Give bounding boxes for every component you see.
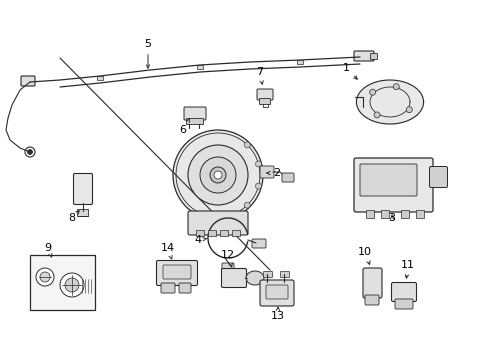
Text: 5: 5 [144, 39, 151, 68]
Circle shape [255, 183, 261, 189]
FancyBboxPatch shape [428, 166, 447, 188]
FancyBboxPatch shape [260, 166, 273, 178]
FancyBboxPatch shape [353, 158, 432, 212]
Text: 8: 8 [68, 211, 79, 223]
Bar [400, 210, 408, 218]
FancyBboxPatch shape [260, 280, 293, 306]
FancyBboxPatch shape [21, 76, 35, 86]
Circle shape [369, 89, 375, 95]
Circle shape [60, 273, 84, 297]
Text: 13: 13 [270, 307, 285, 321]
FancyBboxPatch shape [370, 54, 377, 59]
Bar [415, 210, 423, 218]
Polygon shape [356, 80, 423, 124]
Bar [380, 210, 388, 218]
Circle shape [27, 149, 32, 154]
Bar [30, 255, 95, 310]
Circle shape [173, 130, 263, 220]
Text: 11: 11 [400, 260, 414, 278]
Text: 14: 14 [161, 243, 175, 259]
Circle shape [244, 142, 250, 148]
Text: 2: 2 [266, 168, 280, 178]
FancyBboxPatch shape [186, 118, 203, 125]
FancyBboxPatch shape [179, 283, 191, 293]
Circle shape [214, 171, 222, 179]
FancyBboxPatch shape [359, 164, 416, 196]
Circle shape [255, 161, 261, 167]
Circle shape [406, 107, 411, 113]
Circle shape [25, 147, 35, 157]
Bar [197, 65, 203, 69]
Text: 9: 9 [44, 243, 52, 257]
FancyBboxPatch shape [391, 283, 416, 302]
FancyBboxPatch shape [364, 295, 378, 305]
FancyBboxPatch shape [163, 265, 191, 279]
FancyBboxPatch shape [353, 51, 373, 61]
Circle shape [200, 157, 236, 193]
Text: 12: 12 [221, 250, 235, 267]
Bar [231, 230, 240, 236]
FancyBboxPatch shape [265, 285, 287, 299]
Bar [220, 230, 227, 236]
FancyBboxPatch shape [282, 173, 293, 182]
Bar [365, 210, 373, 218]
Circle shape [209, 167, 225, 183]
FancyBboxPatch shape [73, 174, 92, 204]
Circle shape [373, 112, 379, 118]
Bar [97, 76, 103, 80]
Text: 3: 3 [387, 213, 395, 223]
FancyBboxPatch shape [156, 261, 197, 285]
FancyBboxPatch shape [251, 239, 265, 248]
Text: 1: 1 [342, 63, 357, 79]
Bar [207, 230, 216, 236]
FancyBboxPatch shape [280, 271, 289, 278]
Text: 7: 7 [256, 67, 263, 84]
Bar [296, 60, 303, 64]
FancyBboxPatch shape [221, 269, 246, 288]
Text: 6: 6 [179, 119, 189, 135]
Ellipse shape [245, 271, 264, 285]
Circle shape [187, 145, 247, 205]
FancyBboxPatch shape [187, 211, 247, 235]
Circle shape [244, 202, 250, 208]
FancyBboxPatch shape [394, 299, 412, 309]
FancyBboxPatch shape [161, 283, 175, 293]
Circle shape [36, 268, 54, 286]
Circle shape [40, 272, 50, 282]
Text: 4: 4 [194, 235, 206, 245]
FancyBboxPatch shape [362, 268, 381, 298]
Circle shape [65, 278, 79, 292]
FancyBboxPatch shape [77, 210, 88, 216]
Circle shape [392, 84, 398, 90]
FancyBboxPatch shape [259, 99, 270, 104]
FancyBboxPatch shape [222, 263, 234, 271]
Text: 10: 10 [357, 247, 371, 264]
FancyBboxPatch shape [257, 89, 272, 100]
Bar [196, 230, 203, 236]
FancyBboxPatch shape [183, 107, 205, 120]
FancyBboxPatch shape [263, 271, 272, 278]
